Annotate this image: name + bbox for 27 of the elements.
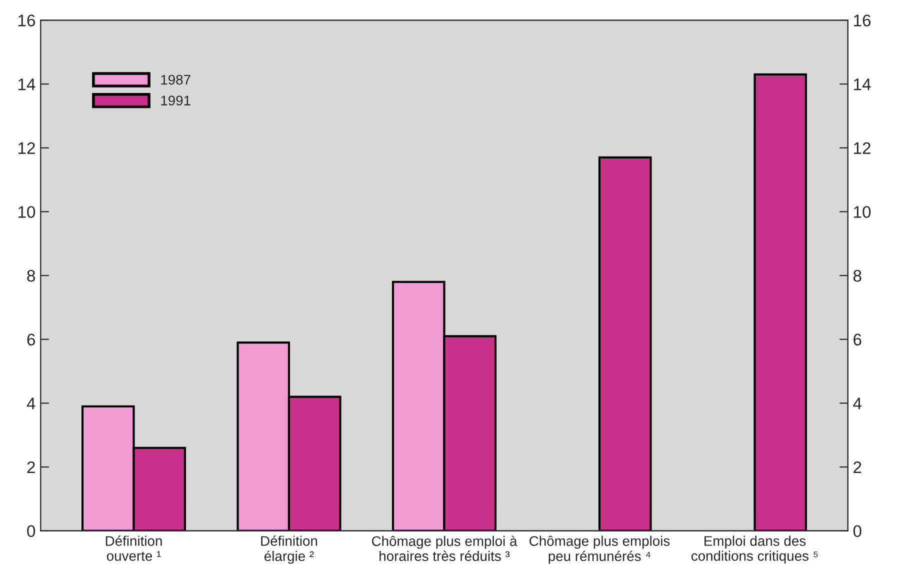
- y2-tick-label: 6: [854, 334, 862, 346]
- y2-tick-label: 16: [854, 14, 871, 26]
- y-tick-label: 4: [26, 398, 36, 410]
- y-tick-label: 2: [27, 461, 35, 474]
- y-tick-label: 12: [18, 142, 35, 154]
- x-tick-label: Emploi dans des conditions critiques ⁵: [691, 536, 818, 564]
- x-tick-label: Définition ouverte ¹: [106, 536, 162, 561]
- x-tick-label: Chômage plus emplois peu rémunérés ⁴: [530, 536, 670, 564]
- y2-tick-label: 2: [854, 461, 862, 474]
- y2-tick-label: 12: [854, 142, 870, 154]
- legend-label: 1987: [161, 74, 190, 85]
- y-tick-label: 14: [18, 78, 36, 90]
- y-tick-label: 16: [18, 14, 35, 26]
- bar: [598, 156, 652, 531]
- y-tick-label: 6: [27, 334, 35, 346]
- x-tick-label: Chômage plus emploi à horaires très réduits ³: [372, 536, 518, 562]
- x-tick-label: Définition élargie ²: [261, 536, 318, 564]
- y-tick-label: 8: [27, 270, 36, 282]
- legend-label: 1991: [161, 96, 190, 106]
- y2-tick-label: 8: [853, 270, 862, 282]
- y2-tick-label: 14: [854, 78, 871, 90]
- y2-tick-label: 0: [853, 525, 862, 538]
- bar: [754, 73, 808, 531]
- y2-tick-label: 4: [853, 398, 862, 410]
- y2-tick-label: 10: [854, 206, 871, 218]
- y-tick-label: 0: [27, 525, 36, 538]
- y-tick-label: 10: [18, 206, 36, 218]
